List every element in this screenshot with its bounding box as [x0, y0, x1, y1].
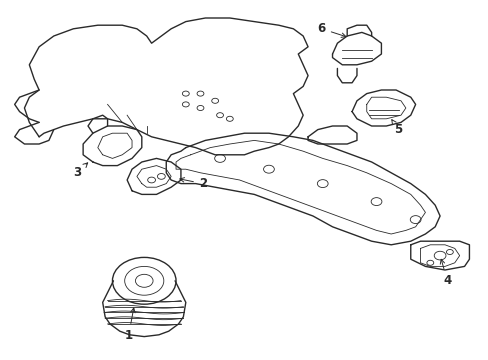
- Text: 1: 1: [124, 308, 135, 342]
- Text: 3: 3: [73, 163, 87, 179]
- Text: 6: 6: [317, 22, 345, 37]
- Text: 5: 5: [391, 120, 402, 136]
- Text: 2: 2: [180, 177, 206, 190]
- Text: 4: 4: [439, 259, 450, 287]
